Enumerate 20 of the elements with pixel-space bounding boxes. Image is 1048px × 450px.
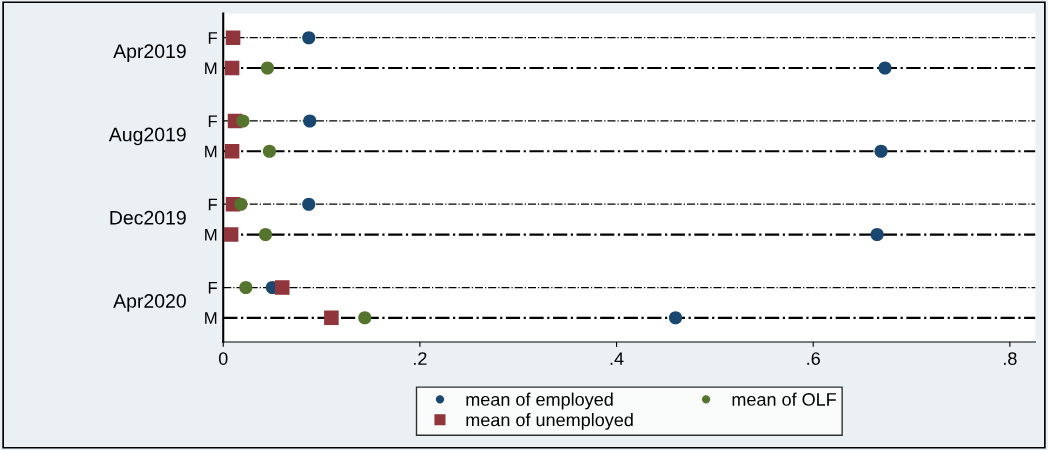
y-tick-label: F [208,198,217,211]
y-tick-label: F [208,32,217,44]
text: Apr2020 [113,294,186,312]
x-tick-label: 0 [218,352,228,365]
y-tick-label: M [205,312,217,324]
y-tick-label: F [208,115,217,128]
legend-label: mean of employed [466,392,613,410]
x-tick-label: .6 [807,352,820,365]
text: Apr2019 [113,44,186,62]
text: Aug2019 [108,127,186,146]
x-tick-label: .2 [414,352,427,365]
y-tick-label: M [205,229,217,241]
legend-label: mean of unemployed [466,413,633,430]
x-tick-label: .4 [610,352,624,365]
x-tick-label: .8 [1003,352,1017,365]
y-tick-label: M [205,145,217,158]
y-tick-label: F [208,282,217,294]
text: Dec2019 [110,210,186,225]
legend-label: mean of OLF [732,392,837,406]
y-tick-label: M [205,62,217,75]
